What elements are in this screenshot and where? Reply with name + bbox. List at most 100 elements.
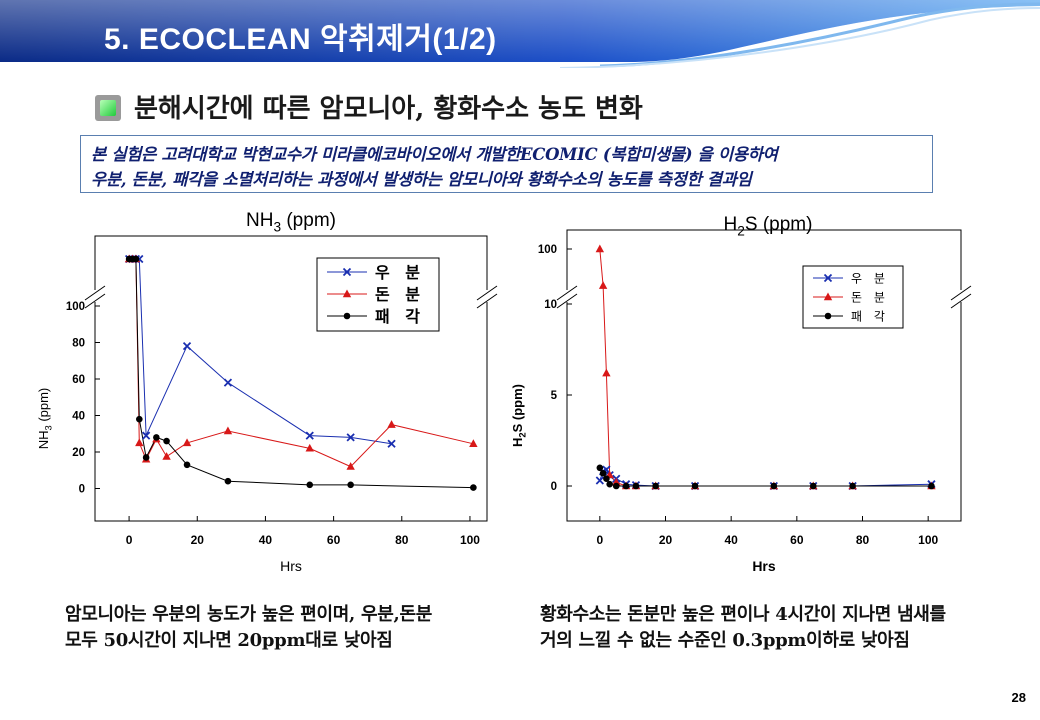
h2s-point-1 xyxy=(595,244,605,253)
nh3-point-0 xyxy=(141,431,151,440)
h2s-legend-label-2: 패 각 xyxy=(851,309,889,323)
page-number: 28 xyxy=(1011,690,1026,705)
nh3-point-2 xyxy=(306,481,314,489)
nh3-y-tick-label: 20 xyxy=(72,447,85,459)
h2s-y-axis-label: H2S (ppm) xyxy=(510,384,528,447)
left-caption-line-1: 암모니아는 우분의 농도가 높은 편이며, 우분,돈분 xyxy=(65,604,432,625)
nh3-x-tick-label: 80 xyxy=(395,533,409,547)
nh3-point-2 xyxy=(224,477,232,485)
h2s-x-tick-label: 100 xyxy=(918,533,938,547)
h2s-y-tick-label: 100 xyxy=(538,244,557,256)
slide-title: 5. ECOCLEAN 악취제거(1/2) xyxy=(104,23,497,56)
nh3-x-tick-label: 100 xyxy=(460,533,480,547)
nh3-x-axis-label: Hrs xyxy=(280,558,302,574)
nh3-point-1 xyxy=(182,438,192,447)
header-banner: 5. ECOCLEAN 악취제거(1/2) xyxy=(0,0,1040,68)
nh3-point-0 xyxy=(305,431,314,440)
h2s-point-2 xyxy=(603,475,610,483)
h2s-legend-marker-2 xyxy=(824,312,832,320)
nh3-point-2 xyxy=(163,437,170,445)
right-caption-line-2: 거의 느낄 수 없는 수준인 0.3ppm이하로 낮아짐 xyxy=(540,630,910,651)
nh3-point-1 xyxy=(305,443,314,452)
right-caption-line-1: 황화수소는 돈분만 높은 편이나 4시간이 지나면 냄새를 xyxy=(540,604,946,625)
nh3-y-tick-label: 60 xyxy=(72,374,85,386)
nh3-axis-break-mark-0-0 xyxy=(84,285,106,309)
h2s-point-2 xyxy=(809,482,817,490)
nh3-point-2 xyxy=(183,461,191,469)
h2s-axis-break-mark-0-1 xyxy=(950,285,972,309)
nh3-point-1 xyxy=(135,438,144,447)
nh3-y-axis-label: NH3 (ppm) xyxy=(36,388,54,450)
h2s-point-2 xyxy=(606,480,613,488)
h2s-point-2 xyxy=(612,482,620,490)
nh3-x-tick-label: 40 xyxy=(259,533,273,547)
h2s-point-2 xyxy=(849,482,856,490)
nh3-chart-title: NH3 (ppm) xyxy=(246,210,336,234)
nh3-point-1 xyxy=(387,420,396,428)
h2s-point-1 xyxy=(598,281,608,289)
h2s-point-2 xyxy=(596,464,604,472)
note-line-2: 우분, 돈분, 패각을 소멸처리하는 과정에서 발생하는 암모니아와 황화수소의… xyxy=(91,170,752,189)
h2s-point-2 xyxy=(770,482,778,490)
section-subtitle: 분해시간에 따른 암모니아, 황화수소 농도 변화 xyxy=(134,94,643,124)
nh3-y-tick-label: 100 xyxy=(66,301,85,313)
h2s-axis-break-mark-0-0 xyxy=(556,285,578,309)
nh3-point-1 xyxy=(469,439,478,447)
nh3-x-tick-label: 20 xyxy=(191,533,205,547)
h2s-point-1 xyxy=(602,368,611,377)
nh3-point-1 xyxy=(223,426,233,435)
note-box: 본 실험은 고려대학교 박현교수가 미라클에코바이오에서 개발한ECOMIC (… xyxy=(80,135,933,193)
nh3-legend-label-0: 우 분 xyxy=(375,263,425,282)
nh3-legend-marker-2 xyxy=(343,312,351,320)
nh3-legend-label-2: 패 각 xyxy=(375,307,425,326)
nh3-point-0 xyxy=(223,378,233,387)
nh3-y-tick-label: 80 xyxy=(72,338,85,350)
h2s-point-2 xyxy=(622,482,630,490)
nh3-chart: 0 20 40 60 80 100 0 20 40 60 80 100 Hrs NH3 (ppm) NH3 … xyxy=(36,210,498,574)
nh3-x-tick-label: 60 xyxy=(327,533,341,547)
h2s-y-tick-label: 10 xyxy=(544,299,557,311)
h2s-legend-label-0: 우 분 xyxy=(851,271,889,285)
h2s-chart: 0 20 40 60 80 100 0 5 10 100 Hrs H2S (ppm) H2S (ppm)… xyxy=(510,214,972,574)
nh3-point-2 xyxy=(132,255,140,263)
h2s-x-tick-label: 60 xyxy=(790,533,804,547)
h2s-x-tick-label: 20 xyxy=(659,533,673,547)
h2s-x-axis-label: Hrs xyxy=(752,558,776,574)
nh3-point-1 xyxy=(162,452,171,460)
h2s-point-0 xyxy=(595,476,604,485)
h2s-point-2 xyxy=(652,482,659,490)
nh3-y-tick-label: 0 xyxy=(79,484,85,496)
h2s-y-tick-label: 0 xyxy=(551,481,557,493)
nh3-x-tick-label: 0 xyxy=(126,533,133,547)
nh3-legend-marker-0 xyxy=(342,267,352,277)
nh3-point-0 xyxy=(346,433,355,442)
h2s-y-tick-label: 5 xyxy=(551,390,558,402)
green-square-bullet-icon xyxy=(95,95,121,121)
nh3-point-2 xyxy=(470,484,477,491)
h2s-legend-marker-1 xyxy=(823,292,833,301)
nh3-point-2 xyxy=(347,481,354,489)
h2s-point-2 xyxy=(599,469,607,477)
nh3-point-2 xyxy=(153,434,160,441)
left-caption-line-2: 모두 50시간이 지나면 20ppm대로 낮아짐 xyxy=(65,630,393,651)
note-line-1: 본 실험은 고려대학교 박현교수가 미라클에코바이오에서 개발한ECOMIC (… xyxy=(91,145,778,164)
nh3-legend-marker-1 xyxy=(342,289,352,298)
nh3-axis-break-mark-0-1 xyxy=(476,285,498,309)
h2s-x-tick-label: 0 xyxy=(596,533,603,547)
nh3-point-0 xyxy=(387,439,396,448)
h2s-legend-label-1: 돈 분 xyxy=(851,290,889,304)
nh3-point-1 xyxy=(346,462,355,470)
nh3-point-2 xyxy=(142,454,150,461)
h2s-x-tick-label: 80 xyxy=(856,533,870,547)
nh3-y-tick-label: 40 xyxy=(72,411,85,423)
nh3-point-2 xyxy=(136,415,143,423)
h2s-point-2 xyxy=(928,482,935,490)
h2s-point-2 xyxy=(632,482,640,490)
header-swoosh xyxy=(0,0,1040,68)
h2s-point-2 xyxy=(691,482,699,490)
h2s-legend-marker-0 xyxy=(823,273,833,283)
h2s-x-tick-label: 40 xyxy=(724,533,738,547)
nh3-point-0 xyxy=(182,342,192,351)
h2s-chart-title: H2S (ppm) xyxy=(724,214,813,238)
